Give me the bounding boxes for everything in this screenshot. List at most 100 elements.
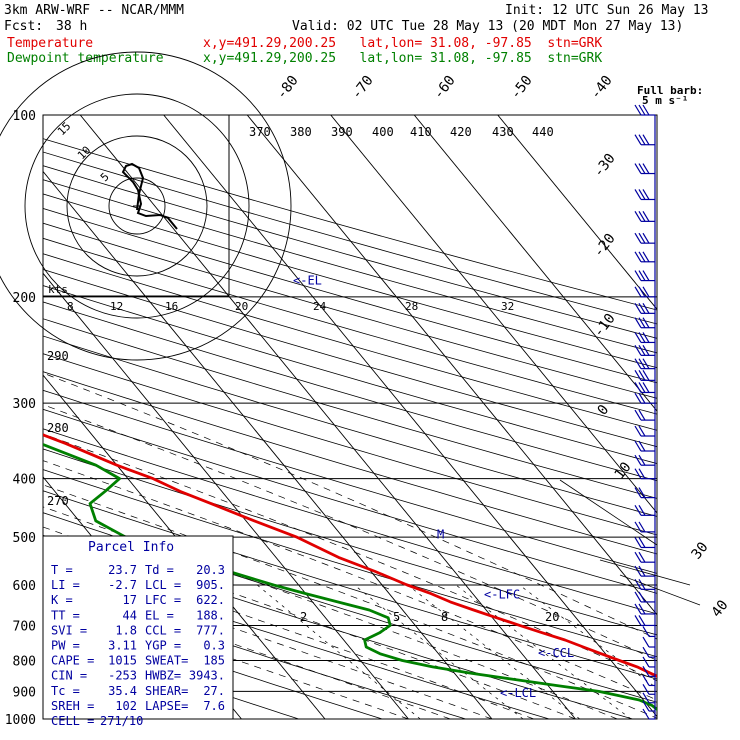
wind-barb bbox=[634, 425, 655, 437]
mixing-ratio-line bbox=[256, 584, 421, 719]
wind-barb-flag bbox=[638, 565, 646, 577]
hodograph-ring-30kt bbox=[24, 93, 250, 319]
wind-barb bbox=[642, 700, 655, 712]
isotherm-label: -30 bbox=[591, 151, 619, 181]
wind-barb bbox=[642, 636, 655, 648]
speed-scale-label: 32 bbox=[501, 300, 514, 313]
parcel-row-value: 44 bbox=[123, 608, 137, 622]
height-label: 270 bbox=[47, 494, 69, 508]
wind-barb-flag bbox=[634, 134, 642, 146]
wind-barb bbox=[634, 591, 655, 603]
wind-barb bbox=[634, 603, 655, 615]
wind-barb-flag bbox=[634, 551, 642, 563]
height-label: 290 bbox=[47, 349, 69, 363]
parcel-row-label: LAPSE= bbox=[145, 699, 188, 713]
level-marker-label: <-CCL bbox=[538, 646, 574, 660]
wind-barb-flag bbox=[634, 487, 642, 498]
wind-barb-flag bbox=[634, 317, 642, 329]
dry-adiabat-line bbox=[43, 353, 657, 536]
wind-barb-flag bbox=[638, 504, 646, 516]
parcel-row-value: 27. bbox=[203, 684, 225, 698]
wind-barb bbox=[642, 666, 655, 677]
parcel-row-value: 7.6 bbox=[203, 699, 225, 713]
valid-time: Valid: 02 UTC Tue 28 May 13 (20 MDT Mon … bbox=[292, 19, 684, 34]
parcel-row-value: 1015 bbox=[108, 654, 137, 668]
wind-barb-flag bbox=[638, 603, 646, 615]
wind-barb bbox=[634, 211, 655, 222]
wind-barb-flag bbox=[642, 708, 650, 720]
dry-adiabat-line bbox=[43, 208, 657, 384]
pressure-tick-label: 200 bbox=[13, 291, 36, 306]
parcel-row-label: T = bbox=[51, 563, 73, 577]
wind-barb bbox=[634, 551, 655, 563]
parcel-row-value: 17 bbox=[123, 593, 137, 607]
moist-adiabat-line bbox=[43, 545, 534, 719]
parcel-row-value: 1.8 bbox=[115, 623, 137, 637]
wind-barb-flag bbox=[634, 303, 642, 314]
wind-barb-flag bbox=[642, 683, 650, 695]
parcel-row-value: 23.7 bbox=[108, 563, 137, 577]
wind-barb-flag bbox=[642, 251, 650, 263]
parcel-row-label: EL = bbox=[145, 608, 174, 622]
isotherm-line bbox=[43, 272, 409, 719]
isotherm-label: -40 bbox=[588, 73, 616, 103]
wind-barb-flag bbox=[638, 358, 646, 369]
wind-barb bbox=[634, 286, 655, 298]
wind-barb-flag bbox=[634, 358, 642, 369]
wind-barb bbox=[642, 626, 655, 638]
dry-adiabat-line bbox=[43, 607, 383, 719]
parcel-row-label: SREH = bbox=[51, 699, 94, 713]
parcel-row-label: PW = bbox=[51, 639, 80, 653]
isotherm-line bbox=[413, 115, 657, 412]
theta-label: 380 bbox=[290, 125, 312, 139]
wind-barb-flag bbox=[642, 104, 650, 116]
theta-label: 410 bbox=[410, 125, 432, 139]
isotherm-line bbox=[43, 374, 326, 719]
wind-barb-flag bbox=[642, 666, 650, 677]
mixing-ratio-line bbox=[354, 584, 524, 719]
wind-barb-flag bbox=[634, 565, 642, 577]
pressure-tick-label: 900 bbox=[13, 685, 36, 700]
parcel-row-label: CCL = bbox=[145, 623, 181, 637]
pressure-tick-label: 800 bbox=[13, 654, 36, 669]
wind-barb-flag bbox=[638, 134, 646, 146]
parcel-row-value: -253 bbox=[108, 669, 137, 683]
wind-barb-flag bbox=[634, 163, 642, 174]
wind-barb-flag bbox=[634, 468, 642, 479]
wind-barb-flag bbox=[634, 251, 642, 263]
wind-barb-flag bbox=[642, 211, 650, 222]
mixing-ratio-label: 2 bbox=[300, 610, 307, 624]
speed-scale-label: 20 bbox=[235, 300, 248, 313]
mixing-ratio-label: 20 bbox=[545, 610, 559, 624]
parcel-info-box bbox=[42, 535, 234, 720]
wind-barb bbox=[634, 251, 655, 263]
wind-barb-flag bbox=[642, 692, 650, 704]
level-marker-label: M bbox=[437, 528, 444, 542]
parcel-row-label: YGP = bbox=[145, 639, 181, 653]
mixing-ratio-label: 8 bbox=[441, 610, 448, 624]
parcel-row-label: SVI = bbox=[51, 623, 87, 637]
mixing-ratio-label: 5 bbox=[393, 610, 400, 624]
wind-barb-flag bbox=[634, 425, 642, 437]
isotherm-label: 40 bbox=[709, 597, 732, 620]
wind-barb bbox=[634, 565, 655, 577]
wind-barb-flag bbox=[634, 392, 642, 404]
parcel-row-label: TT = bbox=[51, 608, 80, 622]
parcel-row-value: 185 bbox=[203, 654, 225, 668]
wind-barb-flag bbox=[638, 232, 646, 244]
speed-scale-label: 24 bbox=[313, 300, 327, 313]
wind-barb-flag bbox=[642, 286, 650, 298]
speed-scale-label: 28 bbox=[405, 300, 418, 313]
wind-barb bbox=[634, 440, 655, 452]
wind-barb-flag bbox=[638, 591, 646, 603]
wind-barb-flag bbox=[642, 636, 650, 648]
theta-label: 440 bbox=[532, 125, 554, 139]
wind-barb-flag bbox=[642, 382, 650, 393]
pressure-tick-label: 100 bbox=[13, 109, 36, 124]
wind-barb bbox=[642, 708, 655, 720]
hodograph-ring-10kt bbox=[108, 177, 166, 235]
wind-barb-flag bbox=[638, 382, 646, 393]
wind-barb-flag bbox=[642, 303, 650, 314]
wind-barb-flag bbox=[638, 345, 646, 356]
